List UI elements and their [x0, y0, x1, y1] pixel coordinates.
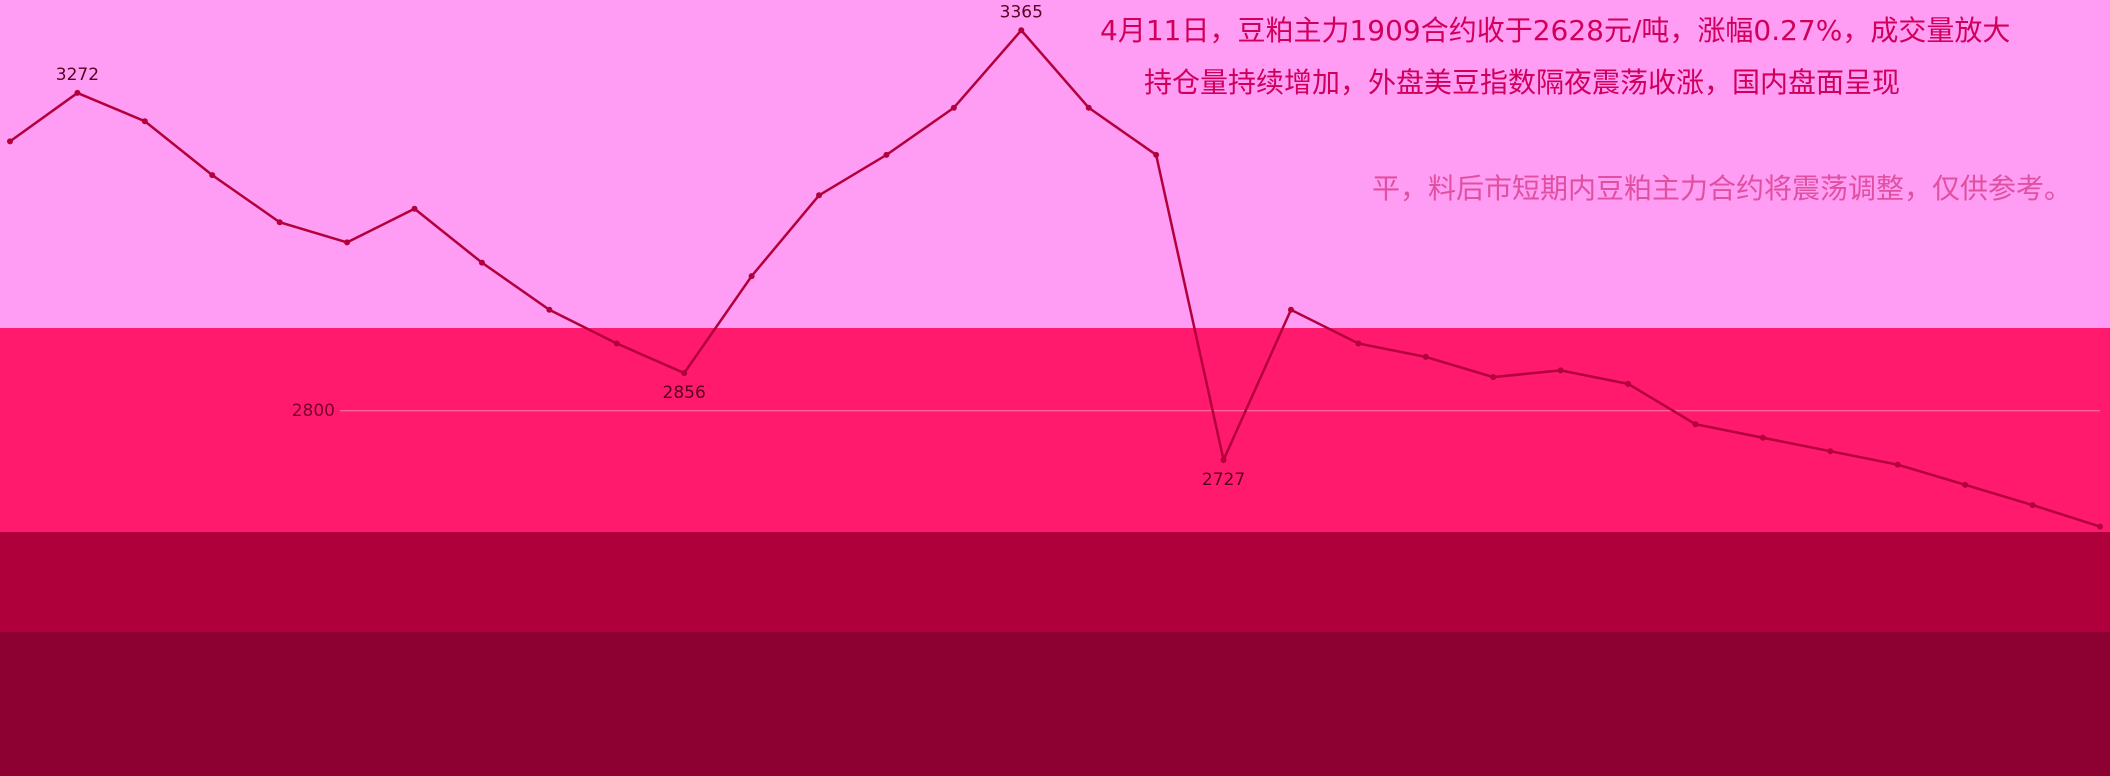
- price-point: [1759, 434, 1766, 441]
- middle-band: [0, 328, 2110, 532]
- price-point: [1018, 27, 1025, 34]
- price-point: [1287, 306, 1294, 313]
- price-point: [1220, 456, 1227, 463]
- lower-band: [0, 532, 2110, 632]
- price-point: [74, 89, 81, 96]
- price-point: [1085, 104, 1092, 111]
- price-point: [1422, 353, 1429, 360]
- price-annotation: 3272: [56, 65, 99, 85]
- price-point: [276, 219, 283, 226]
- price-annotation: 2727: [1202, 470, 1245, 490]
- price-point: [1692, 421, 1699, 428]
- price-point: [950, 104, 957, 111]
- price-point: [209, 172, 216, 179]
- y-tick-label: 2800: [292, 401, 335, 421]
- price-point: [1557, 367, 1564, 374]
- price-point: [1355, 340, 1362, 347]
- upper-band: [0, 0, 2110, 328]
- price-point: [1625, 380, 1632, 387]
- price-point: [1962, 481, 1969, 488]
- price-point: [478, 259, 485, 266]
- price-point: [344, 239, 351, 246]
- commentary: 平，料后市短期内豆粕主力合约将震荡调整，仅供参考。: [1372, 172, 2072, 205]
- price-point: [681, 370, 688, 377]
- price-point: [613, 340, 620, 347]
- commentary: 持仓量持续增加，外盘美豆指数隔夜震荡收涨，国内盘面呈现: [1144, 66, 1900, 99]
- price-annotation: 3365: [1000, 2, 1043, 22]
- commentary: 4月11日，豆粕主力1909合约收于2628元/吨，涨幅0.27%，成交量放大: [1100, 14, 2010, 47]
- price-point: [1490, 374, 1497, 381]
- price-point: [816, 192, 823, 199]
- price-point: [2029, 502, 2036, 509]
- volume-band: [0, 632, 2110, 776]
- price-point: [748, 273, 755, 280]
- price-point: [546, 306, 553, 313]
- price-point: [2097, 523, 2103, 530]
- price-point: [1153, 151, 1160, 158]
- price-point: [141, 118, 148, 125]
- price-point: [7, 138, 13, 145]
- price-annotation: 2856: [663, 383, 706, 403]
- price-line: [9, 28, 2101, 528]
- price-point: [411, 205, 418, 212]
- price-point: [1894, 461, 1901, 468]
- price-point: [1827, 448, 1834, 455]
- price-point: [883, 151, 890, 158]
